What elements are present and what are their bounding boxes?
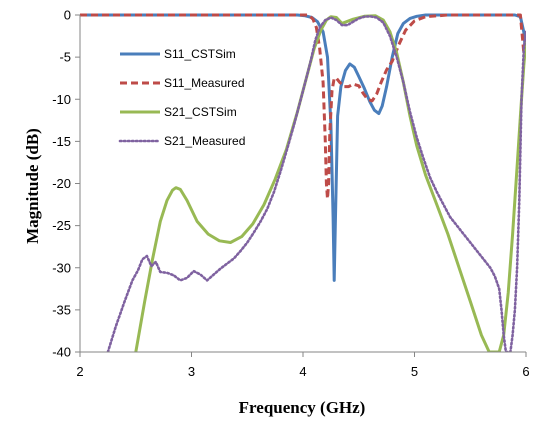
x-tick-label-0: 2: [76, 364, 83, 379]
y-tick-label-6: -30: [52, 260, 71, 275]
y-tick-label-1: -5: [59, 50, 71, 65]
x-axis-title: Frequency (GHz): [239, 398, 366, 417]
x-tick-label-4: 6: [522, 364, 529, 379]
legend-label-0: S11_CSTSim: [164, 47, 236, 61]
axes-layer: 0 -5 -10 -15 -20 -25 -30 -35 -40 2 3 4 5 6: [52, 8, 529, 380]
legend: S11_CSTSim S11_Measured S21_CSTSim S21_Meas…: [118, 47, 245, 148]
x-tick-label-1: 3: [188, 364, 195, 379]
y-tick-label-5: -25: [52, 218, 71, 233]
y-tick-label-8: -40: [52, 345, 71, 360]
y-tick-label-7: -35: [52, 302, 71, 317]
legend-label-2: S21_CSTSim: [164, 105, 237, 119]
x-tick-label-2: 4: [299, 364, 306, 379]
x-tick-label-3: 5: [411, 364, 418, 379]
y-tick-label-3: -15: [52, 134, 71, 149]
legend-label-3: S21_Measured: [164, 134, 245, 148]
legend-label-1: S11_Measured: [164, 76, 245, 90]
y-tick-label-4: -20: [52, 176, 71, 191]
series-line-3: [106, 15, 526, 352]
series-line-1: [80, 13, 526, 201]
y-tick-label-0: 0: [64, 8, 71, 23]
series-layer: [80, 13, 526, 352]
y-axis-title: Magnitude (dB): [23, 128, 42, 244]
y-tick-label-2: -10: [52, 92, 71, 107]
